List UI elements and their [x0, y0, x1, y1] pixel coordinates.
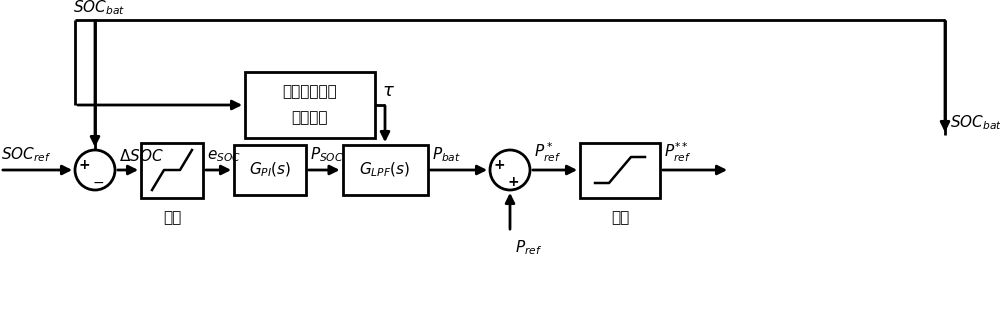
- Text: +: +: [507, 175, 519, 189]
- Bar: [141, 142, 203, 198]
- Text: +: +: [78, 158, 90, 172]
- Text: $G_{PI}(s)$: $G_{PI}(s)$: [249, 161, 291, 179]
- Bar: [580, 142, 660, 198]
- Bar: [234, 145, 306, 195]
- Bar: [245, 72, 375, 138]
- Text: +: +: [493, 158, 505, 172]
- Bar: [342, 145, 428, 195]
- Text: $P^*_{ref}$: $P^*_{ref}$: [534, 141, 561, 164]
- Text: $\tau$: $\tau$: [382, 82, 395, 100]
- Text: $e_{SOC}$: $e_{SOC}$: [207, 148, 241, 164]
- Text: 控制模块: 控制模块: [292, 111, 328, 125]
- Text: $SOC_{bat}$: $SOC_{bat}$: [73, 0, 125, 17]
- Text: $P^{**}_{ref}$: $P^{**}_{ref}$: [664, 141, 691, 164]
- Text: 滤波时间常数: 滤波时间常数: [283, 84, 337, 100]
- Text: $\Delta SOC$: $\Delta SOC$: [119, 148, 164, 164]
- Text: 限幅: 限幅: [611, 210, 629, 226]
- Text: $P_{bat}$: $P_{bat}$: [432, 145, 461, 164]
- Text: $SOC_{bat}$: $SOC_{bat}$: [950, 113, 1000, 132]
- Text: $P_{ref}$: $P_{ref}$: [515, 238, 542, 257]
- Text: $SOC_{ref}$: $SOC_{ref}$: [1, 145, 51, 164]
- Text: 死区: 死区: [163, 210, 181, 226]
- Text: $P_{SOC}$: $P_{SOC}$: [310, 145, 344, 164]
- Text: $G_{LPF}(s)$: $G_{LPF}(s)$: [359, 161, 411, 179]
- Text: $-$: $-$: [92, 175, 104, 189]
